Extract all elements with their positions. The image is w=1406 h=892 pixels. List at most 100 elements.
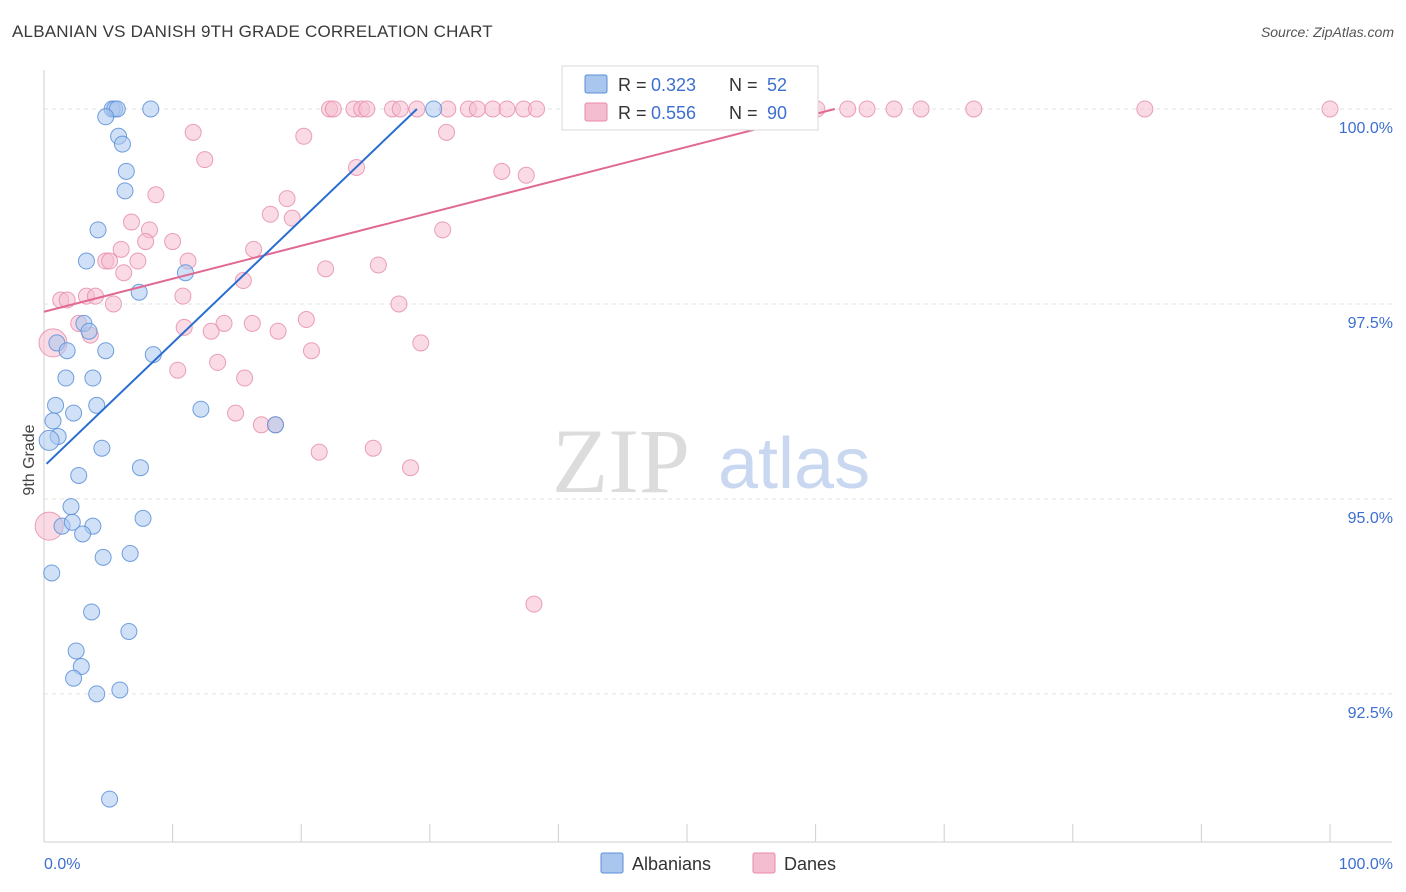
albanians-point [44, 412, 62, 430]
danes-point [438, 123, 456, 141]
axes: 92.5% 95.0% 97.5% 100.0% 0.0% 100.0% [43, 70, 1393, 873]
danes-point [324, 100, 342, 118]
danes-point [169, 361, 187, 379]
albanians-point [74, 525, 92, 543]
albanians-point [88, 396, 106, 414]
legend-albanians-swatch [600, 852, 624, 874]
series-legend: Albanians Danes [600, 852, 836, 874]
danes-point [278, 190, 296, 208]
danes-point [390, 295, 408, 313]
albanians-point [120, 622, 138, 640]
danes-point [858, 100, 876, 118]
danes-point [243, 314, 261, 332]
watermark-zip: ZIP [552, 410, 690, 512]
danes-point [227, 404, 245, 422]
danes-point [184, 123, 202, 141]
danes-point [912, 100, 930, 118]
danes-point [252, 416, 270, 434]
danes-point [112, 240, 130, 258]
danes-point [202, 322, 220, 340]
danes-point [358, 100, 376, 118]
albanians-point [58, 342, 76, 360]
albanians-point [80, 322, 98, 340]
danes-point [885, 100, 903, 118]
albanians-swatch [584, 74, 608, 94]
danes-point [209, 353, 227, 371]
albanians-point [425, 100, 443, 118]
danes-point [468, 100, 486, 118]
trend-lines [43, 108, 836, 465]
danes-trend-line [43, 108, 836, 313]
albanians-point [97, 342, 115, 360]
chart-title: ALBANIAN VS DANISH 9TH GRADE CORRELATION… [12, 22, 493, 41]
danes-swatch [584, 102, 608, 122]
danes-point [101, 252, 119, 270]
danes-point [164, 233, 182, 251]
albanians-point [89, 221, 107, 239]
watermark: ZIP atlas [552, 410, 870, 512]
y-tick-label: 100.0% [1339, 120, 1393, 137]
albanians-point [117, 162, 135, 180]
albanians-point [113, 135, 131, 153]
danes-point [137, 233, 155, 251]
albanians-point [38, 429, 60, 451]
albanians-point [70, 466, 88, 484]
y-tick-label: 97.5% [1348, 315, 1393, 332]
danes-point [484, 100, 502, 118]
danes-point [493, 162, 511, 180]
albanians-point [65, 669, 83, 687]
danes-point [839, 100, 857, 118]
danes-point [517, 166, 535, 184]
danes-point [310, 443, 328, 461]
albanians-point [93, 439, 111, 457]
legend-albanians-label: Albanians [632, 854, 711, 874]
danes-point [147, 186, 165, 204]
danes-point [317, 260, 335, 278]
y-axis-label: 9th Grade [21, 424, 38, 495]
albanians-point [111, 681, 129, 699]
danes-point [196, 151, 214, 169]
albanians-point [88, 685, 106, 703]
albanians-point [63, 513, 81, 531]
albanians-n-value: 52 [767, 75, 787, 95]
danes-point [236, 369, 254, 387]
y-tick-label: 95.0% [1348, 510, 1393, 527]
danes-point [104, 295, 122, 313]
legend-danes-label: Danes [784, 854, 836, 874]
albanians-point [134, 509, 152, 527]
albanians-point [121, 544, 139, 562]
albanians-point [77, 252, 95, 270]
danes-n-value: 90 [767, 103, 787, 123]
danes-point [369, 256, 387, 274]
albanians-point [62, 498, 80, 516]
danes-point [402, 459, 420, 477]
danes-point [498, 100, 516, 118]
grid [44, 108, 1392, 695]
danes-point [1136, 100, 1154, 118]
danes-point [525, 595, 543, 613]
danes-r-label: R = [618, 103, 647, 123]
albanians-r-label: R = [618, 75, 647, 95]
albanians-point [65, 404, 83, 422]
albanians-r-value: 0.323 [651, 75, 696, 95]
albanians-point [94, 548, 112, 566]
albanians-point [57, 369, 75, 387]
stats-legend: R = 0.323 N = 52 R = 0.556 N = 90 [561, 65, 819, 131]
albanians-point [131, 459, 149, 477]
danes-point [174, 287, 192, 305]
albanians-point [67, 642, 85, 660]
legend-danes-swatch [752, 852, 776, 874]
albanians-points [38, 100, 443, 808]
watermark-atlas: atlas [718, 424, 870, 504]
danes-point [297, 311, 315, 329]
danes-point [122, 213, 140, 231]
albanians-trend-line [45, 108, 418, 465]
danes-point [965, 100, 983, 118]
albanians-point [83, 603, 101, 621]
x-tick-label: 100.0% [1339, 856, 1393, 873]
danes-point [434, 221, 452, 239]
danes-r-value: 0.556 [651, 103, 696, 123]
danes-point [295, 127, 313, 145]
danes-point [364, 439, 382, 457]
